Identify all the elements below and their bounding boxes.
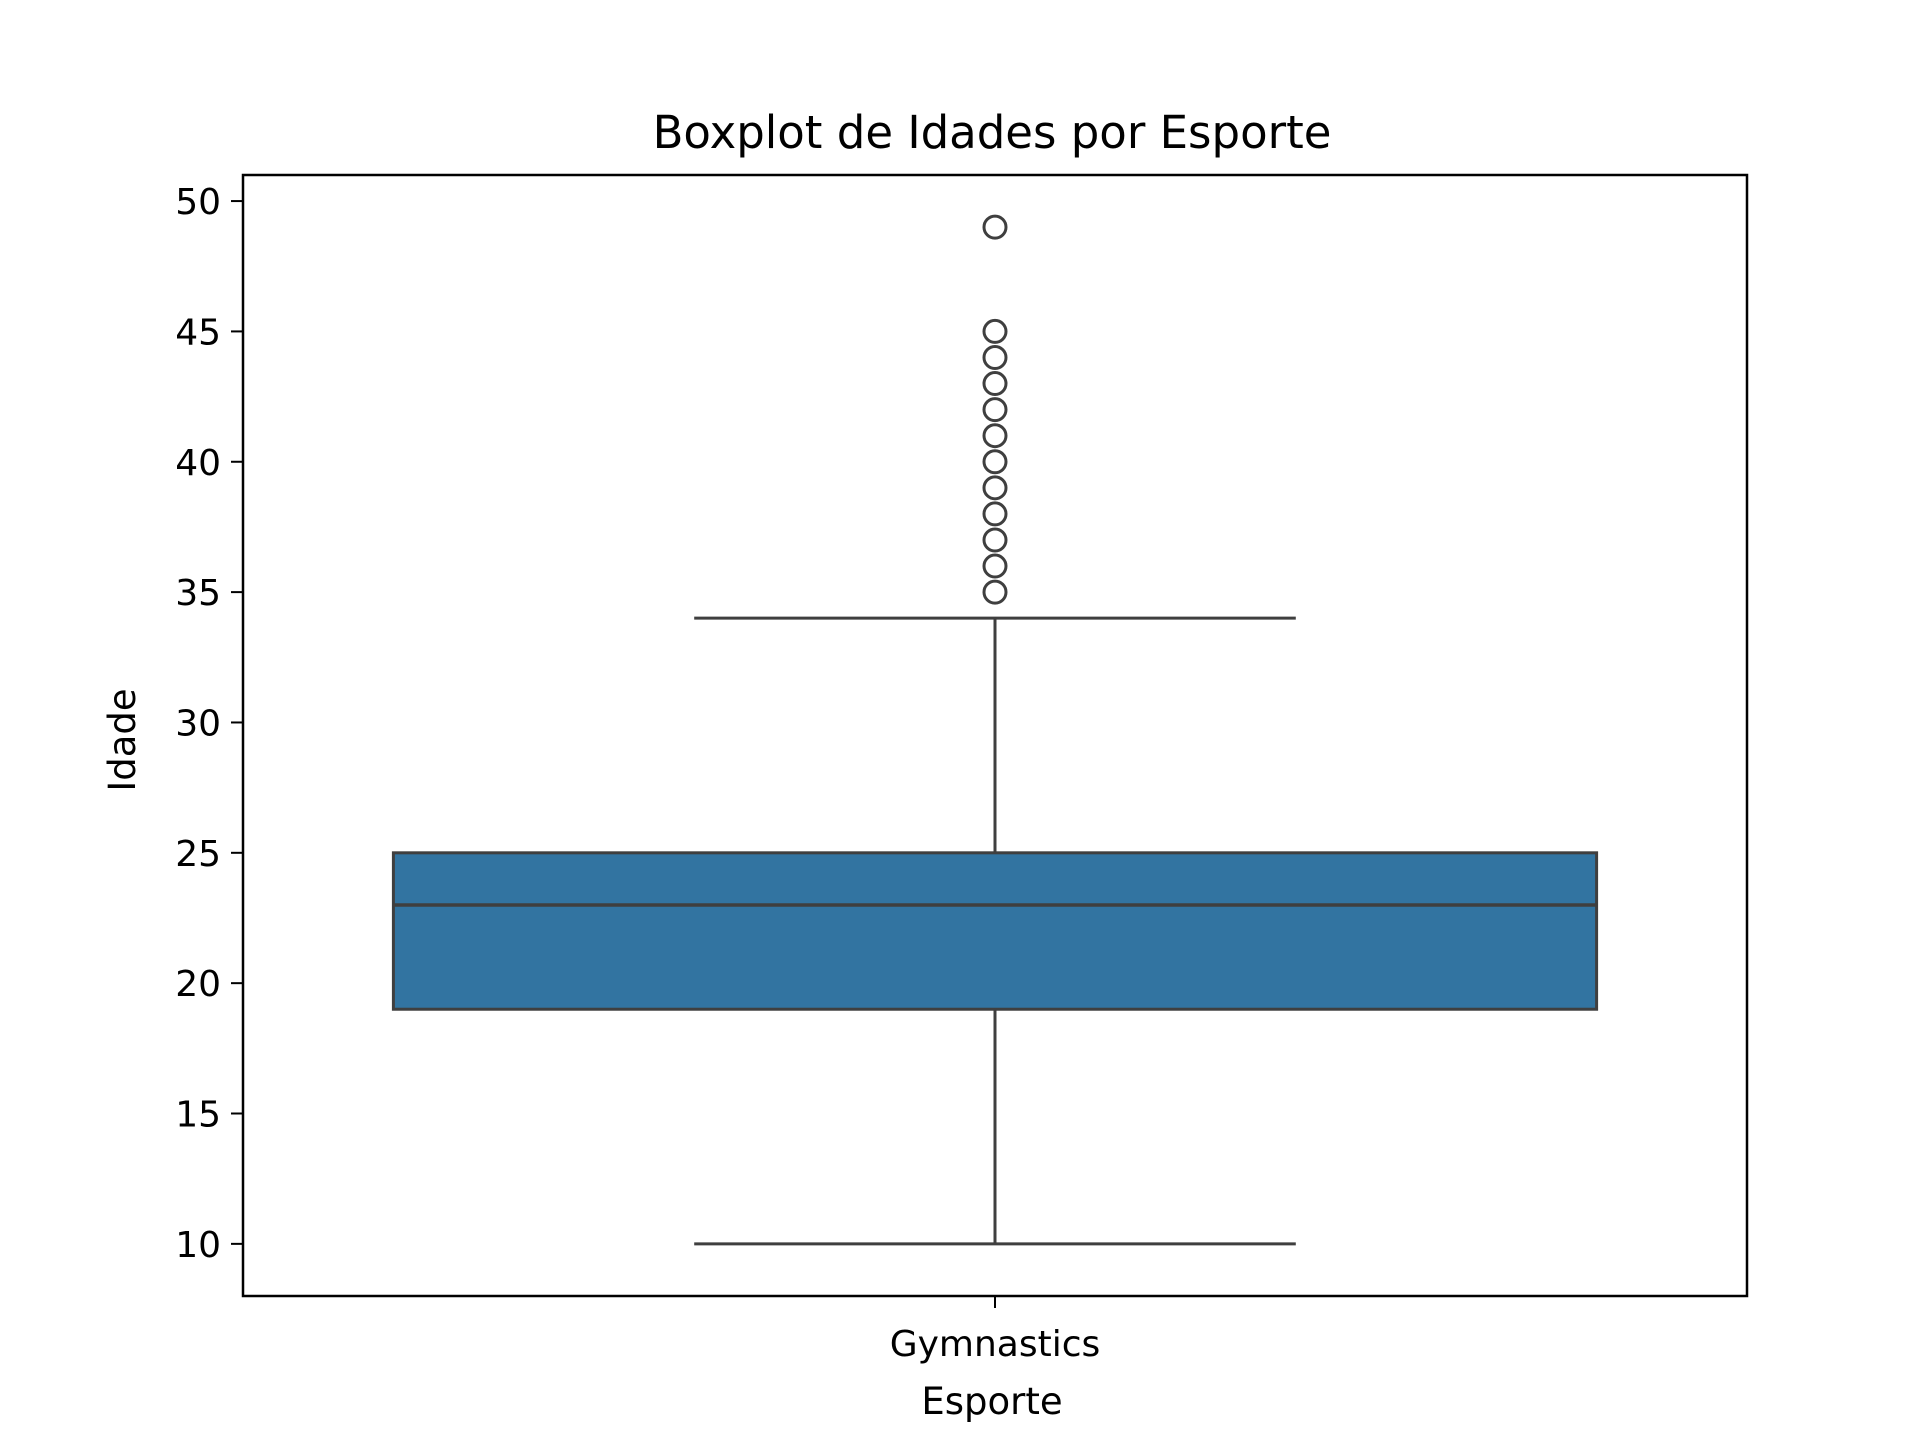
y-tick-label: 30 <box>175 703 221 744</box>
iqr-box <box>391 851 1599 1011</box>
y-tick-label: 45 <box>175 312 221 353</box>
outlier-point <box>982 397 1008 423</box>
x-axis-label: Esporte <box>921 1380 1062 1423</box>
y-tick-label: 25 <box>175 834 221 875</box>
y-axis-label: Idade <box>101 688 144 791</box>
outlier-point <box>982 214 1008 240</box>
outlier-point <box>982 449 1008 475</box>
y-tick-label: 40 <box>175 443 221 484</box>
outlier-point <box>982 579 1008 605</box>
y-tick-label: 15 <box>175 1095 221 1136</box>
x-tick-label: Gymnastics <box>890 1324 1101 1365</box>
y-tick-label: 35 <box>175 573 221 614</box>
y-tick-label: 20 <box>175 964 221 1005</box>
outlier-point <box>982 553 1008 579</box>
outlier-point <box>982 371 1008 397</box>
outlier-point <box>982 475 1008 501</box>
outlier-point <box>982 423 1008 449</box>
outlier-point <box>982 318 1008 344</box>
y-tick-label: 50 <box>175 182 221 223</box>
y-tick-label: 10 <box>175 1225 221 1266</box>
chart-title: Boxplot de Idades por Esporte <box>653 106 1332 159</box>
outlier-point <box>982 501 1008 527</box>
plot-area <box>391 214 1599 1246</box>
outlier-point <box>982 344 1008 370</box>
outlier-point <box>982 527 1008 553</box>
